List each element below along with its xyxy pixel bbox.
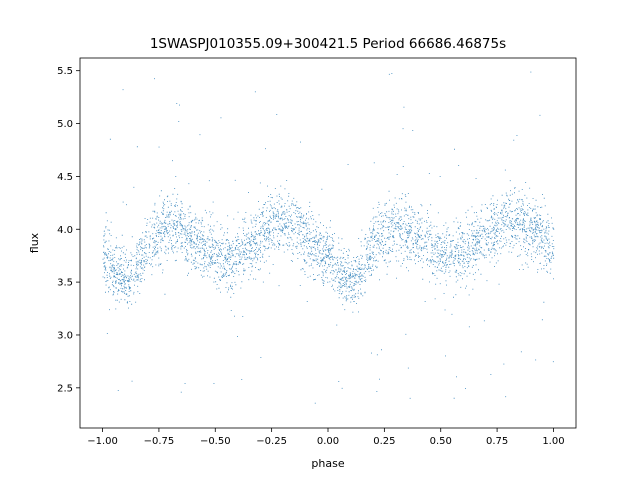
y-axis-label: flux	[28, 232, 41, 253]
x-tick-label: 0.75	[486, 436, 508, 447]
x-tick-label: −1.00	[87, 436, 118, 447]
y-axis: 2.5 3.0 3.5 4.0 4.5 5.0 5.5	[57, 66, 80, 394]
chart-title: 1SWASPJ010355.09+300421.5 Period 66686.4…	[150, 36, 506, 52]
x-tick-label: −0.50	[200, 436, 231, 447]
y-tick-label: 4.0	[57, 225, 73, 236]
y-tick-label: 4.5	[57, 172, 73, 183]
x-axis-label: phase	[311, 457, 344, 470]
y-tick-label: 5.0	[57, 119, 73, 130]
y-tick-label: 2.5	[57, 383, 73, 394]
x-tick-label: −0.25	[256, 436, 287, 447]
x-tick-label: −0.75	[144, 436, 175, 447]
x-tick-label: 1.00	[542, 436, 564, 447]
y-tick-label: 3.5	[57, 278, 73, 289]
x-tick-label: 0.25	[373, 436, 395, 447]
y-tick-label: 5.5	[57, 66, 73, 77]
y-tick-label: 3.0	[57, 330, 73, 341]
x-tick-label: 0.00	[317, 436, 339, 447]
x-tick-label: 0.50	[430, 436, 452, 447]
x-axis: −1.00 −0.75 −0.50 −0.25 0.00 0.25 0.50 0.75 1.00	[87, 428, 565, 447]
